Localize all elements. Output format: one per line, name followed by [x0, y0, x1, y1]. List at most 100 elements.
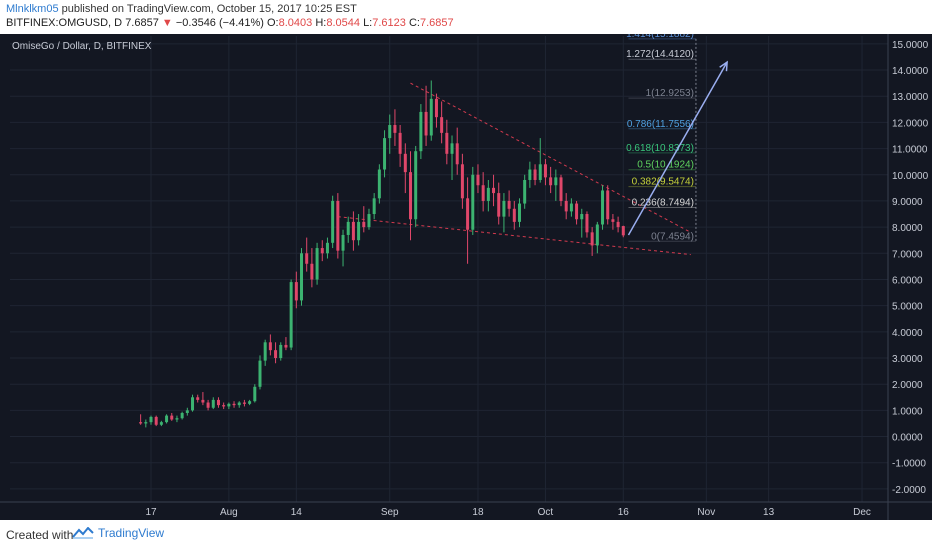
- candle-body: [175, 418, 179, 420]
- candle-body: [388, 125, 392, 139]
- candle-body: [580, 214, 584, 220]
- candle-body: [601, 190, 605, 225]
- candle-body: [294, 282, 298, 301]
- candle-body: [403, 153, 407, 173]
- candle-body: [616, 221, 620, 228]
- x-tick-label: 13: [763, 507, 775, 518]
- x-tick-label: Dec: [853, 507, 871, 518]
- candle-body: [414, 151, 418, 220]
- candle-body: [409, 172, 412, 220]
- tradingview-logo-icon: [72, 527, 94, 539]
- candle-body: [165, 415, 169, 423]
- candle-body: [248, 401, 252, 404]
- candle-body: [481, 185, 485, 201]
- symbol-info: BITFINEX:OMGUSD, D 7.6857 ▼ −0.3546 (−4.…: [6, 17, 454, 29]
- y-tick-label: 13.0000: [892, 92, 929, 103]
- candle-body: [429, 98, 433, 136]
- y-tick-label: 7.0000: [892, 249, 923, 260]
- y-tick-label: 9.0000: [892, 197, 923, 208]
- candle-body: [341, 234, 345, 251]
- candle-body: [170, 415, 174, 420]
- candle-body: [419, 111, 423, 152]
- y-tick-label: 11.0000: [892, 145, 928, 156]
- trendline: [337, 216, 691, 256]
- low-label: L:: [363, 17, 373, 29]
- candle-body: [549, 177, 553, 186]
- candle-body: [460, 164, 464, 199]
- candle-body: [611, 219, 615, 222]
- candle-body: [450, 143, 454, 154]
- candle-body: [284, 344, 288, 348]
- candle-body: [372, 198, 376, 215]
- publish-info: Mlnklkm05 published on TradingView.com, …: [6, 3, 357, 15]
- candle-body: [211, 399, 215, 408]
- low-value: 7.6123: [372, 17, 406, 29]
- candle-body: [440, 117, 444, 133]
- y-tick-label: 12.0000: [892, 118, 929, 129]
- candle-body: [315, 248, 319, 280]
- candle-body: [497, 193, 501, 217]
- footer: Created with TradingView: [0, 520, 932, 550]
- candle-body: [216, 399, 220, 406]
- candle-body: [331, 200, 335, 243]
- candle-body: [154, 416, 158, 425]
- candle-body: [149, 416, 153, 423]
- candle-body: [227, 403, 231, 407]
- candle-body: [310, 263, 314, 280]
- candle-body: [590, 232, 594, 246]
- fib-level-label: 0.5(10.1924): [637, 160, 694, 171]
- candle-body: [559, 177, 563, 201]
- published-text: published on TradingView.com, October 15…: [58, 3, 357, 15]
- fib-level-label: 0(7.4594): [651, 231, 694, 242]
- candle-body: [486, 187, 490, 201]
- y-tick-label: 15.0000: [892, 40, 929, 51]
- candle-body: [543, 164, 547, 178]
- candle-body: [279, 344, 283, 359]
- candle-body: [517, 203, 521, 222]
- y-tick-label: 10.0000: [892, 171, 929, 182]
- publication-header: Mlnklkm05 published on TradingView.com, …: [0, 0, 932, 34]
- candle-body: [476, 174, 480, 186]
- candle-body: [258, 360, 262, 387]
- candle-body: [393, 125, 397, 133]
- candle-body: [144, 422, 148, 424]
- candle-body: [575, 203, 579, 220]
- fib-level-label: 0.786(11.7556): [627, 119, 694, 130]
- candle-body: [502, 200, 506, 217]
- candle-body: [320, 248, 324, 254]
- last-price: 7.6857: [125, 17, 159, 29]
- candle-body: [621, 226, 625, 236]
- x-tick-label: Aug: [220, 507, 238, 518]
- candle-body: [357, 221, 361, 241]
- x-tick-label: Sep: [381, 507, 399, 518]
- candle-body: [554, 177, 558, 186]
- fib-level-label: 0.236(8.7494): [632, 197, 694, 208]
- y-tick-label: 5.0000: [892, 302, 923, 313]
- candlestick-chart[interactable]: 15.0000 14.0000 13.0000 12.0000 11.0000 10.00…: [0, 29, 932, 520]
- candle-body: [455, 143, 459, 165]
- y-tick-label: 0.0000: [892, 433, 923, 444]
- x-tick-label: 18: [472, 507, 484, 518]
- candle-body: [445, 132, 449, 154]
- candle-body: [268, 342, 272, 351]
- candle-body: [253, 386, 257, 402]
- fib-level-label: 0.382(9.5474): [632, 177, 694, 188]
- candle-body: [398, 132, 402, 154]
- candle-body: [300, 253, 304, 301]
- chart-area[interactable]: 15.0000 14.0000 13.0000 12.0000 11.0000 10.00…: [0, 29, 932, 520]
- tradingview-brand-link[interactable]: TradingView: [72, 526, 164, 540]
- author-link[interactable]: Mlnklkm05: [6, 3, 59, 15]
- candle-body: [471, 174, 475, 230]
- projection-arrow-line: [627, 61, 728, 236]
- fib-level-label: 1.272(14.4120): [626, 49, 694, 60]
- y-tick-label: 14.0000: [892, 66, 929, 77]
- price-change: −0.3546 (−4.41%): [175, 17, 264, 29]
- candle-body: [237, 402, 241, 406]
- chart-title: OmiseGo / Dollar, D, BITFINEX: [12, 41, 152, 52]
- candle-body: [196, 397, 200, 400]
- x-tick-label: Nov: [697, 507, 715, 518]
- fib-level-label: 1(12.9253): [646, 88, 694, 99]
- candle-body: [346, 221, 350, 235]
- candle-body: [263, 342, 267, 361]
- candle-body: [569, 203, 573, 212]
